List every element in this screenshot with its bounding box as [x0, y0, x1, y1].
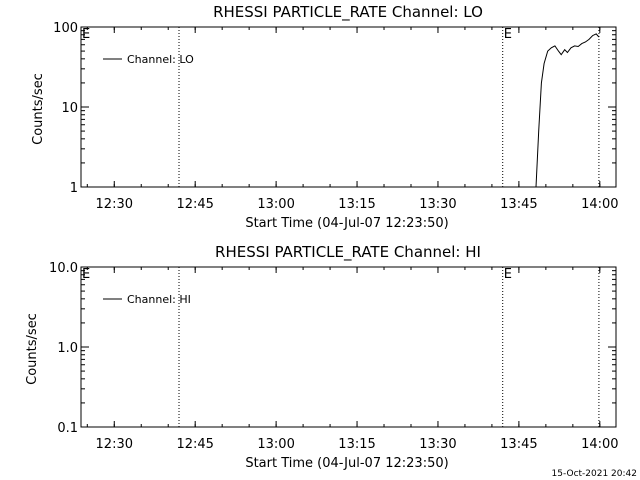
- y-axis-label: Counts/sec: [25, 313, 40, 385]
- x-tick-label: 13:15: [338, 197, 375, 212]
- x-tick-label: 12:30: [96, 437, 133, 452]
- panel-hi: RHESSI PARTICLE_RATE Channel: HI Counts/…: [25, 243, 619, 471]
- plot-frame: [80, 26, 617, 188]
- y-tick-label: 10: [61, 101, 78, 116]
- y-tick-label: 0.1: [57, 421, 78, 436]
- footer-timestamp: 15-Oct-2021 20:42: [552, 469, 637, 479]
- plot-frame: [80, 266, 617, 428]
- x-tick-label: 13:30: [419, 197, 456, 212]
- x-tick-label: 12:45: [176, 437, 213, 452]
- legend-label: Channel: LO: [127, 53, 194, 66]
- event-marker-label: E: [82, 267, 90, 282]
- ticks: 12:30 12:45 13:00 13:15 13:30 13:45 14:00 0.1 1.…: [49, 261, 619, 452]
- x-tick-label: 13:45: [500, 437, 537, 452]
- series: [535, 33, 600, 188]
- y-axis-label: Counts/sec: [31, 73, 46, 145]
- x-tick-label: 13:45: [500, 197, 537, 212]
- y-tick-label: 1.0: [57, 341, 78, 356]
- event-marker-label: E: [82, 27, 90, 42]
- chart-title: RHESSI PARTICLE_RATE Channel: HI: [215, 243, 481, 262]
- event-marker-label: E: [504, 267, 512, 282]
- event-marker-label: E: [504, 27, 512, 42]
- x-tick-label: 12:30: [96, 197, 133, 212]
- legend: Channel: HI: [103, 293, 191, 306]
- x-tick-label: 13:30: [419, 437, 456, 452]
- series-line: [535, 33, 600, 188]
- legend-label: Channel: HI: [127, 293, 191, 306]
- x-tick-label: 13:15: [338, 437, 375, 452]
- x-tick-label: 13:00: [257, 197, 294, 212]
- y-tick-label: 1: [70, 181, 78, 196]
- ticks: 12:30 12:45 13:00 13:15 13:30 13:45 14:00 1 10 10…: [53, 21, 618, 212]
- x-tick-label: 14:00: [581, 197, 618, 212]
- y-tick-label: 100: [53, 21, 78, 36]
- x-axis-label: Start Time (04-Jul-07 12:23:50): [245, 456, 448, 471]
- x-tick-label: 14:00: [581, 437, 618, 452]
- chart-title: RHESSI PARTICLE_RATE Channel: LO: [213, 3, 483, 22]
- x-axis-label: Start Time (04-Jul-07 12:23:50): [245, 216, 448, 231]
- y-tick-label: 10.0: [49, 261, 78, 276]
- x-tick-label: 13:00: [257, 437, 294, 452]
- panel-lo: RHESSI PARTICLE_RATE Channel: LO Counts/…: [31, 3, 619, 231]
- x-tick-label: 12:45: [176, 197, 213, 212]
- legend: Channel: LO: [103, 53, 194, 66]
